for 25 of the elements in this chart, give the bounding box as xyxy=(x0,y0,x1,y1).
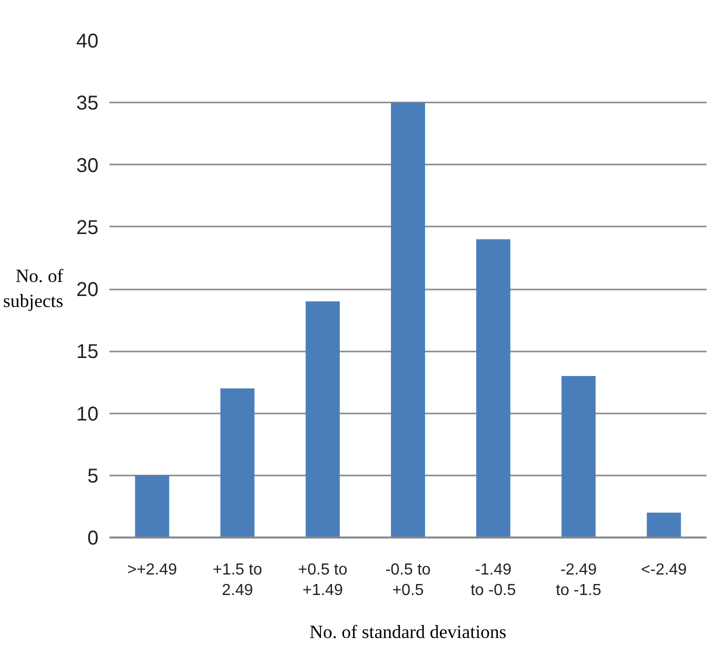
x-axis-title: No. of standard deviations xyxy=(310,622,506,643)
y-tick-label: 40 xyxy=(76,30,99,52)
x-tick-label: >+2.49 xyxy=(127,562,178,578)
x-tick-label: +0.5 to +1.49 xyxy=(298,562,348,599)
bar xyxy=(135,475,170,538)
y-tick-label: 15 xyxy=(76,341,99,364)
x-tick-label: -2.49 to -1.5 xyxy=(556,562,602,599)
bar xyxy=(390,102,426,538)
y-axis-title: No. of subjects xyxy=(3,266,64,312)
bar xyxy=(476,239,510,538)
x-tick-label: +1.5 to 2.49 xyxy=(212,562,262,599)
x-tick-label: <-2.49 xyxy=(640,562,687,578)
y-tick-label: 35 xyxy=(76,92,99,115)
y-tick-label: 25 xyxy=(76,216,99,239)
y-tick-label: 0 xyxy=(87,528,98,550)
bar xyxy=(562,376,596,538)
y-tick-label: 30 xyxy=(76,154,99,177)
bar xyxy=(306,301,340,538)
y-tick-label: 10 xyxy=(76,403,99,426)
bar xyxy=(646,512,681,538)
x-tick-label: -1.49 to -0.5 xyxy=(470,562,516,599)
y-tick-label: 20 xyxy=(76,279,99,301)
x-tick-label: -0.5 to +0.5 xyxy=(385,562,431,599)
bar xyxy=(220,388,254,538)
y-tick-label: 5 xyxy=(87,465,98,488)
